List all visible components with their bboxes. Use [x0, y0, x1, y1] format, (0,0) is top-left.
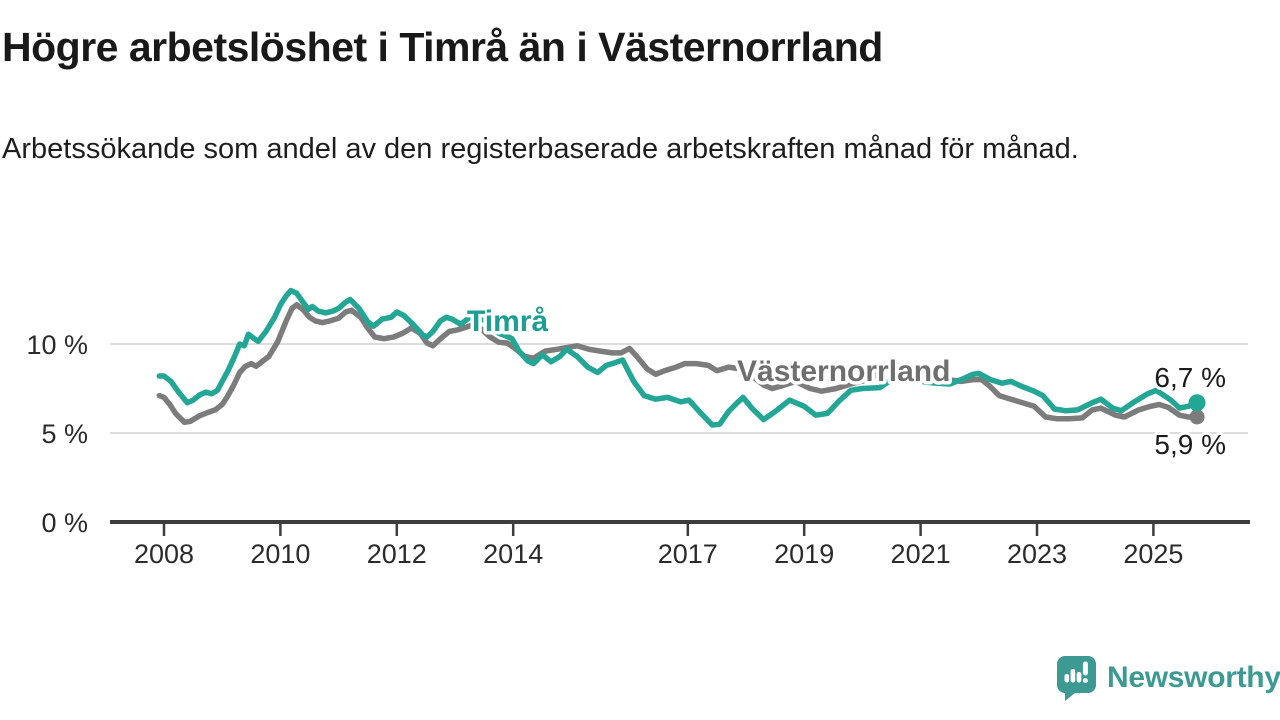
y-tick-label-10: 10 %	[26, 330, 88, 360]
x-tick-label-2008: 2008	[134, 539, 194, 569]
page-subtitle: Arbetssökande som andel av den registerb…	[2, 133, 1079, 165]
x-tick-label-2010: 2010	[250, 539, 310, 569]
series-label-timrå: Timrå	[467, 305, 548, 338]
series-line-västernorrland	[156, 302, 1200, 426]
x-tick-label-2023: 2023	[1007, 539, 1067, 569]
x-tick-label-2025: 2025	[1123, 539, 1183, 569]
series-label-västernorrland: Västernorrland	[737, 355, 950, 388]
end-value-label-timrå: 6,7 %	[1154, 362, 1226, 393]
page-title: Högre arbetslöshet i Timrå än i Västerno…	[2, 24, 883, 70]
x-tick-label-2014: 2014	[483, 539, 543, 569]
end-value-label-västernorrland: 5,9 %	[1154, 429, 1226, 460]
newsworthy-bubble-icon	[1057, 656, 1096, 701]
newsworthy-logo: Newsworthy	[1054, 654, 1280, 702]
x-tick-label-2019: 2019	[774, 539, 834, 569]
y-tick-label-0: 0 %	[41, 508, 88, 538]
newsworthy-logo-text: Newsworthy	[1107, 661, 1280, 694]
series-line-timrå	[156, 287, 1200, 428]
logo-bar-3	[1076, 672, 1082, 683]
x-tick-label-2012: 2012	[367, 539, 427, 569]
logo-bar-1	[1064, 674, 1070, 683]
end-dot-västernorrland	[1189, 409, 1205, 425]
logo-bubble-shape	[1057, 656, 1096, 701]
x-tick-label-2017: 2017	[658, 539, 718, 569]
x-tick-label-2021: 2021	[891, 539, 951, 569]
end-dot-timrå	[1188, 394, 1206, 412]
y-tick-label-5: 5 %	[41, 419, 88, 449]
logo-exclamation-dot	[1082, 678, 1088, 683]
logo-exclamation-bar	[1082, 661, 1088, 676]
logo-bar-2	[1070, 669, 1076, 683]
